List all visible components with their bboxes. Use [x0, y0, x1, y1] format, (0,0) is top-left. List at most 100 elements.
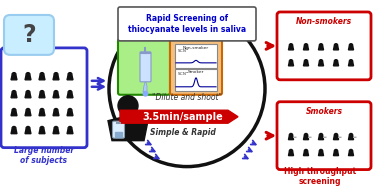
Polygon shape	[334, 152, 338, 156]
Circle shape	[349, 60, 353, 63]
Polygon shape	[67, 94, 73, 98]
FancyBboxPatch shape	[175, 69, 217, 91]
Polygon shape	[349, 46, 353, 50]
Circle shape	[143, 92, 148, 96]
Circle shape	[319, 149, 323, 153]
Polygon shape	[303, 136, 309, 140]
Polygon shape	[39, 112, 45, 116]
Polygon shape	[11, 76, 17, 80]
Circle shape	[289, 44, 293, 47]
Circle shape	[349, 133, 353, 137]
Polygon shape	[349, 136, 353, 140]
Circle shape	[349, 149, 353, 153]
FancyBboxPatch shape	[118, 7, 256, 41]
Polygon shape	[318, 46, 324, 50]
Polygon shape	[11, 94, 17, 98]
Polygon shape	[67, 130, 73, 134]
FancyBboxPatch shape	[170, 39, 222, 95]
Circle shape	[54, 73, 58, 77]
Polygon shape	[53, 130, 59, 134]
Circle shape	[40, 126, 44, 130]
Circle shape	[12, 73, 16, 77]
Text: Simple & Rapid: Simple & Rapid	[150, 128, 216, 137]
Polygon shape	[349, 152, 353, 156]
Polygon shape	[108, 116, 148, 141]
Circle shape	[12, 126, 16, 130]
FancyBboxPatch shape	[113, 121, 125, 138]
Circle shape	[68, 108, 72, 112]
Text: "Dilute and shoot": "Dilute and shoot"	[152, 93, 222, 102]
Circle shape	[334, 133, 338, 137]
Polygon shape	[288, 63, 294, 66]
Text: Smoker: Smoker	[188, 70, 204, 74]
Circle shape	[289, 133, 293, 137]
Circle shape	[12, 91, 16, 94]
Text: ?: ?	[22, 23, 36, 47]
Circle shape	[26, 126, 30, 130]
Text: High throughput
screening: High throughput screening	[284, 167, 356, 186]
Circle shape	[304, 133, 308, 137]
Polygon shape	[288, 46, 294, 50]
Polygon shape	[25, 94, 31, 98]
Circle shape	[26, 108, 30, 112]
Text: Rapid Screening of
thiocyanate levels in saliva: Rapid Screening of thiocyanate levels in…	[128, 14, 246, 34]
Circle shape	[334, 149, 338, 153]
Polygon shape	[67, 76, 73, 80]
Circle shape	[40, 73, 44, 77]
Polygon shape	[25, 130, 31, 134]
Polygon shape	[25, 76, 31, 80]
FancyBboxPatch shape	[1, 48, 87, 148]
FancyBboxPatch shape	[118, 39, 170, 95]
Polygon shape	[53, 112, 59, 116]
FancyArrow shape	[120, 110, 238, 123]
Circle shape	[289, 60, 293, 63]
Circle shape	[319, 44, 323, 47]
Polygon shape	[143, 81, 147, 92]
Polygon shape	[303, 63, 309, 66]
Polygon shape	[39, 94, 45, 98]
Polygon shape	[303, 46, 309, 50]
Circle shape	[118, 96, 138, 116]
Circle shape	[12, 108, 16, 112]
Circle shape	[26, 91, 30, 94]
Circle shape	[26, 73, 30, 77]
Text: SCN$^-$: SCN$^-$	[177, 47, 189, 54]
Circle shape	[334, 44, 338, 47]
Text: Smokers: Smokers	[306, 107, 343, 116]
Polygon shape	[115, 132, 122, 137]
Text: Non-smokers: Non-smokers	[296, 17, 352, 26]
Polygon shape	[334, 63, 338, 66]
Circle shape	[349, 44, 353, 47]
Polygon shape	[303, 152, 309, 156]
Circle shape	[289, 149, 293, 153]
Circle shape	[68, 126, 72, 130]
Circle shape	[68, 73, 72, 77]
Polygon shape	[11, 112, 17, 116]
Polygon shape	[67, 112, 73, 116]
Circle shape	[54, 91, 58, 94]
Polygon shape	[39, 130, 45, 134]
Polygon shape	[288, 136, 294, 140]
Circle shape	[54, 126, 58, 130]
FancyBboxPatch shape	[277, 102, 371, 170]
Polygon shape	[334, 136, 338, 140]
Polygon shape	[334, 46, 338, 50]
FancyBboxPatch shape	[175, 44, 217, 68]
Text: Large number
of subjects: Large number of subjects	[14, 146, 74, 165]
Circle shape	[304, 60, 308, 63]
Circle shape	[319, 60, 323, 63]
Text: 3.5min/sample: 3.5min/sample	[142, 112, 223, 122]
FancyBboxPatch shape	[277, 12, 371, 80]
FancyBboxPatch shape	[4, 15, 54, 55]
Circle shape	[334, 60, 338, 63]
Polygon shape	[11, 130, 17, 134]
Polygon shape	[318, 63, 324, 66]
Circle shape	[40, 108, 44, 112]
Polygon shape	[288, 152, 294, 156]
Polygon shape	[25, 112, 31, 116]
Circle shape	[319, 133, 323, 137]
Polygon shape	[53, 76, 59, 80]
Circle shape	[109, 11, 265, 167]
Polygon shape	[318, 152, 324, 156]
FancyBboxPatch shape	[140, 52, 151, 82]
